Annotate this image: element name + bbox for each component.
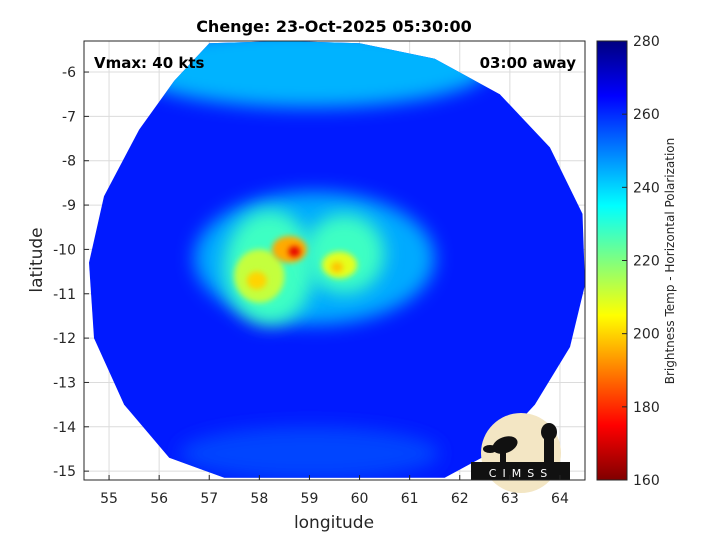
colorbar-tick-label: 180: [633, 400, 660, 416]
logo-dish-small: [483, 445, 497, 453]
colorbar-ticks: 280 260 240 220 200 180 160: [622, 34, 660, 489]
y-tick-label: -11: [53, 287, 76, 303]
y-tick-label: -13: [53, 375, 76, 391]
time-away-annotation: 03:00 away: [480, 54, 577, 72]
x-axis-label: longitude: [294, 513, 374, 533]
colorbar-tick-label: 220: [633, 254, 660, 270]
x-tick-label: 55: [100, 491, 118, 507]
colorbar-tick-label: 200: [633, 327, 660, 343]
logo-dish: [492, 436, 518, 454]
x-tick-label: 62: [451, 491, 469, 507]
brightness-feature: [179, 426, 440, 478]
chart-title: Chenge: 23-Oct-2025 05:30:00: [196, 17, 472, 36]
colorbar-tick-label: 160: [633, 473, 660, 489]
y-tick-label: -8: [62, 154, 76, 170]
x-tick-label: 63: [501, 491, 519, 507]
swath-field: [89, 41, 585, 478]
x-tick-label: 56: [150, 491, 168, 507]
y-tick-label: -12: [53, 331, 76, 347]
logo-ground: [471, 462, 570, 480]
x-axis: 55 56 57 58 59 60 61 62 63 64: [100, 475, 569, 507]
colorbar-tick-label: 240: [633, 180, 660, 196]
brightness-feature: [331, 261, 343, 273]
brightness-features: [129, 41, 490, 478]
colorbar-tick-label: 280: [633, 34, 660, 50]
y-axis: -6 -7 -8 -9 -10 -11 -12 -13 -14 -15: [53, 65, 89, 480]
brightness-feature: [288, 246, 301, 257]
logo-tower-tank: [541, 423, 557, 441]
x-tick-label: 59: [301, 491, 319, 507]
x-tick-label: 64: [551, 491, 569, 507]
x-tick-label: 61: [401, 491, 419, 507]
y-tick-label: -10: [53, 242, 76, 258]
y-tick-label: -6: [62, 65, 76, 81]
brightness-feature: [246, 271, 267, 290]
colorbar-tick-label: 260: [633, 107, 660, 123]
x-tick-label: 58: [250, 491, 268, 507]
vmax-annotation: Vmax: 40 kts: [94, 54, 204, 72]
logo-text: CIMSS: [489, 467, 553, 480]
colorbar-label: Brightness Temp - Horizontal Polarizatio…: [663, 138, 677, 385]
y-tick-label: -14: [53, 420, 76, 436]
logo-tower-legs: [544, 438, 554, 464]
x-tick-label: 57: [200, 491, 218, 507]
logo-dish-stand: [500, 448, 506, 464]
y-tick-label: -15: [53, 464, 76, 480]
x-tick-label: 60: [351, 491, 369, 507]
cimss-logo: CIMSS: [471, 413, 570, 493]
y-axis-label: latitude: [27, 227, 47, 292]
y-tick-label: -9: [62, 198, 76, 214]
y-tick-label: -7: [62, 109, 76, 125]
axes-box: [83, 40, 586, 481]
